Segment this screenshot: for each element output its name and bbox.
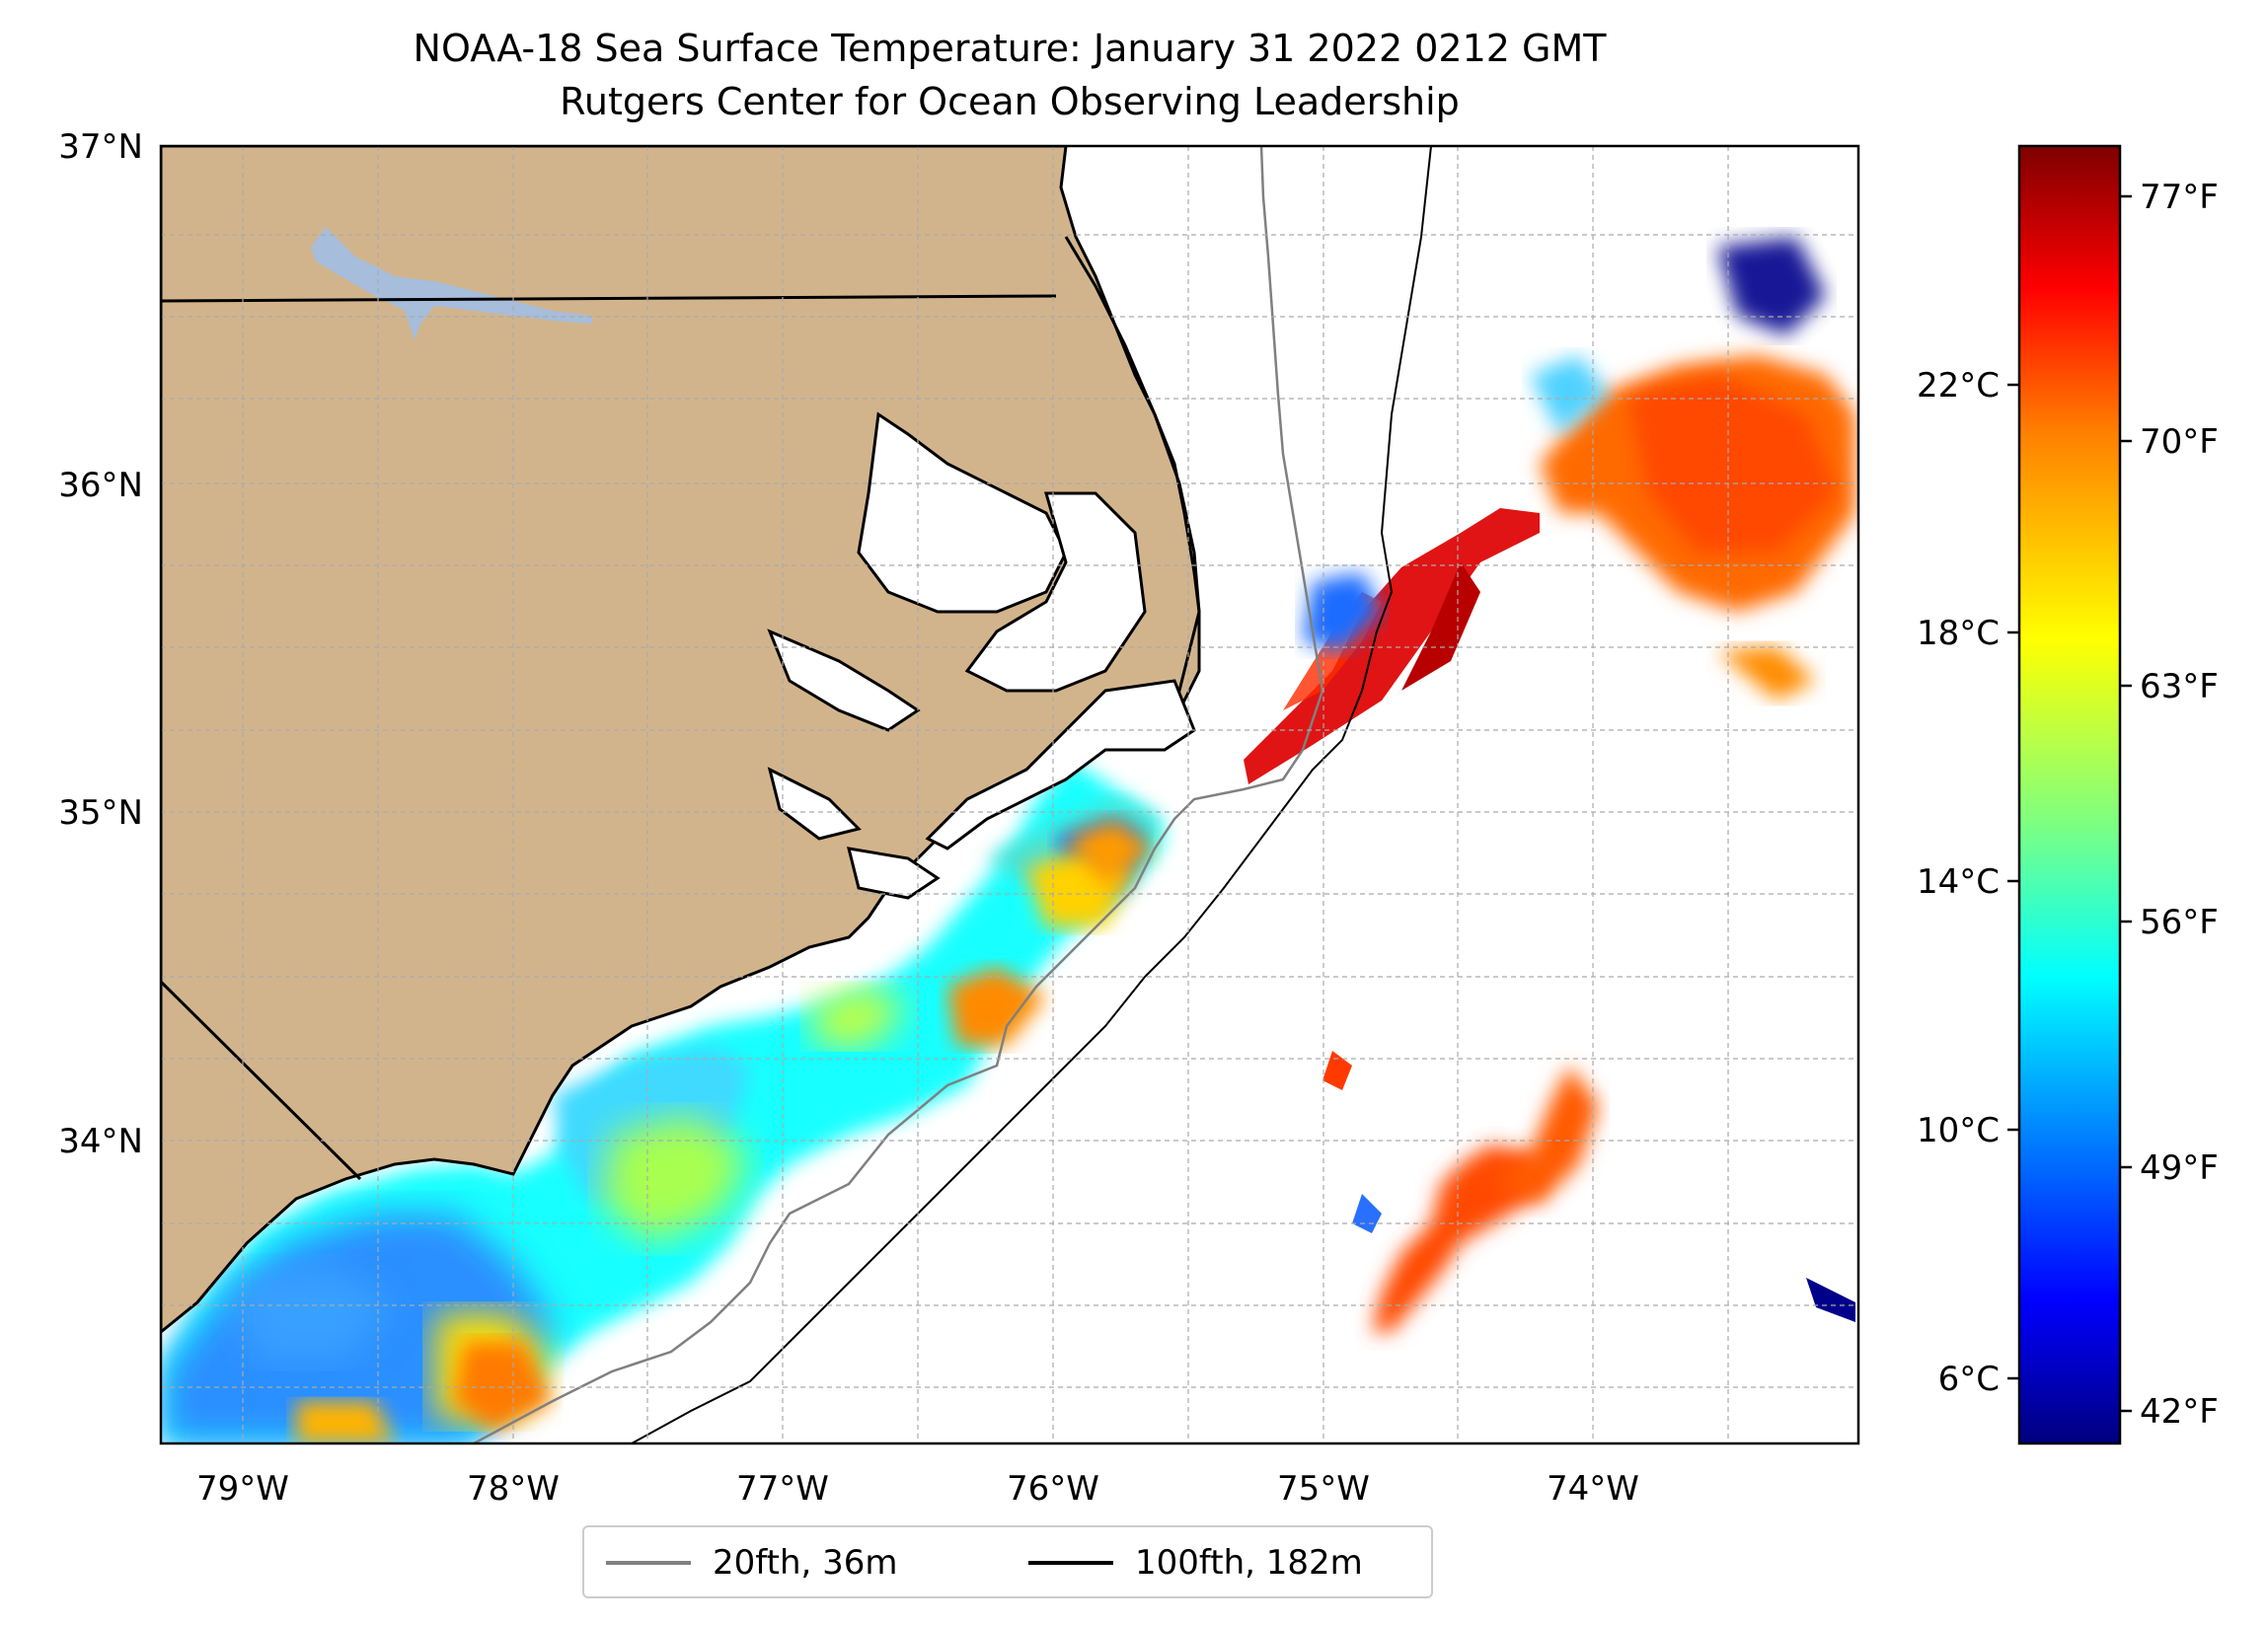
isobath-legend: 20fth, 36m 100fth, 182m <box>582 1525 1433 1598</box>
colorbar-celsius-tick: 22°C <box>1917 366 2000 406</box>
legend-label: 100fth, 182m <box>1135 1543 1363 1583</box>
colorbar-fahrenheit-tick: 63°F <box>2140 667 2219 706</box>
colorbar: 22°C 18°C 14°C 10°C 6°C 77°F 70°F 63°F 5… <box>1917 144 2219 1445</box>
map-frame <box>159 144 1860 1445</box>
isobaths <box>473 146 1432 1443</box>
map-gridlines <box>161 146 1858 1443</box>
state-borders <box>161 294 1057 1181</box>
colorbar-fahrenheit-tick: 56°F <box>2140 903 2219 942</box>
offshore-sst-patches <box>1323 1051 1855 1332</box>
colorbar-celsius-tick: 14°C <box>1917 862 2000 902</box>
lat-label: 36°N <box>58 466 143 505</box>
lon-label: 75°W <box>1277 1469 1370 1509</box>
lat-label: 34°N <box>58 1122 143 1161</box>
lon-label: 74°W <box>1547 1469 1639 1509</box>
lon-label: 76°W <box>1007 1469 1099 1509</box>
longitude-labels: 79°W 78°W 77°W 76°W 75°W 74°W <box>196 1469 1639 1509</box>
legend-label: 20fth, 36m <box>713 1543 898 1583</box>
legend-line-gray <box>606 1561 691 1565</box>
legend-item: 20fth, 36m <box>606 1541 898 1585</box>
legend-item: 100fth, 182m <box>1028 1541 1363 1585</box>
colorbar-fahrenheit-tick: 70°F <box>2140 422 2219 462</box>
lon-label: 78°W <box>467 1469 560 1509</box>
lat-label: 37°N <box>58 127 143 167</box>
latitude-labels: 37°N 36°N 35°N 34°N <box>58 127 143 1161</box>
colorbar-gradient <box>2017 144 2122 1445</box>
lake-kerr <box>311 227 592 340</box>
colorbar-fahrenheit-tick: 49°F <box>2140 1148 2219 1188</box>
colorbar-celsius-tick: 18°C <box>1917 614 2000 653</box>
colorbar-fahrenheit-tick: 42°F <box>2140 1392 2219 1432</box>
map-title: NOAA-18 Sea Surface Temperature: January… <box>413 27 1607 70</box>
legend-line-black <box>1028 1561 1113 1565</box>
colorbar-celsius-tick: 6°C <box>1938 1360 2000 1399</box>
lon-label: 77°W <box>736 1469 829 1509</box>
colorbar-celsius-tick: 10°C <box>1917 1111 2000 1150</box>
colorbar-fahrenheit-tick: 77°F <box>2140 178 2219 217</box>
lon-label: 79°W <box>196 1469 289 1509</box>
map-subtitle: Rutgers Center for Ocean Observing Leade… <box>560 80 1460 123</box>
albemarle-pamlico-sound <box>857 411 1068 614</box>
sst-coastal-band <box>163 760 1165 1443</box>
lat-label: 35°N <box>58 793 143 833</box>
